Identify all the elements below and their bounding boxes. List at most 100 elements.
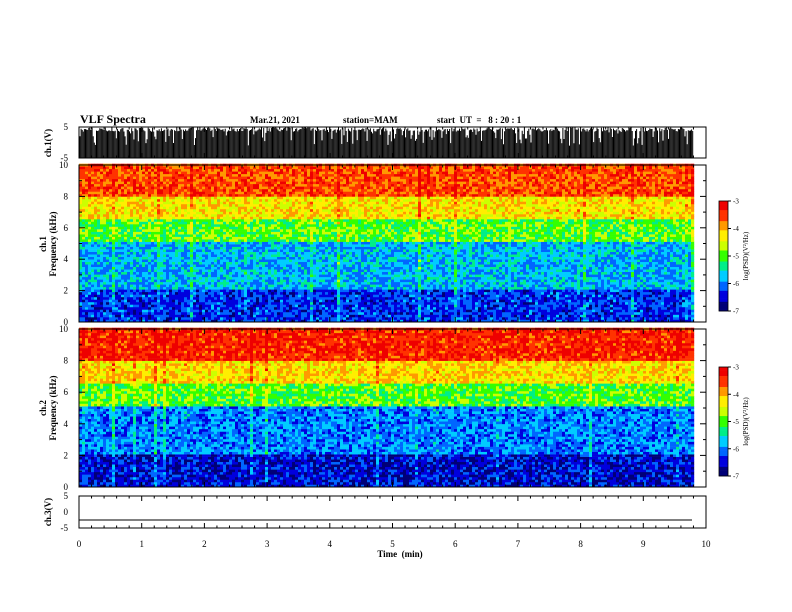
spectrogram-cell [226,178,230,182]
spectrogram-cell [85,274,89,278]
spectrogram-cell [103,317,107,320]
spectrogram-cell [289,304,293,308]
spectrogram-cell [130,306,134,310]
spectrogram-cell [154,214,158,217]
spectrogram-cell [160,206,164,210]
spectrogram-cell [163,296,167,300]
spectrogram-cell [136,244,140,247]
spectrogram-cell [124,251,128,255]
spectrogram-cell [154,198,158,202]
spectrogram-cell [88,274,92,278]
spectrogram-cell [142,176,146,180]
spectrogram-cell [199,279,203,283]
spectrogram-cell [247,319,251,323]
spectrogram-cell [241,259,245,263]
spectrogram-cell [187,216,191,220]
spectrogram-cell [157,281,161,285]
spectrogram-cell [115,279,119,283]
spectrogram-cell [187,294,191,298]
spectrogram-cell [160,256,164,260]
spectrogram-cell [109,251,113,255]
spectrogram-cell [232,274,236,278]
spectrogram-cell [229,234,233,237]
spectrogram-cell [268,236,272,240]
spectrogram-cell [262,239,266,242]
spectrogram-cell [88,264,92,268]
spectrogram-cell [172,166,176,170]
spectrogram-cell [88,173,92,177]
spectrogram-cell [148,181,152,185]
spectrogram-cell [205,286,209,290]
spectrogram-cell [184,201,188,205]
spectrogram-cell [190,206,194,210]
spectrogram-cell [223,304,227,308]
spectrogram-cell [223,264,227,268]
spectrogram-cell [154,269,158,273]
spectrogram-cell [202,234,206,237]
spectrogram-cell [139,241,143,245]
spectrogram-cell [283,261,287,265]
spectrogram-cell [208,249,212,253]
spectrogram-cell [91,276,95,280]
spectrogram-cell [85,221,89,225]
spectrogram-cell [118,181,122,185]
spectrogram-cell [244,188,248,192]
spectrogram-cell [259,181,263,185]
spectrogram-cell [160,191,164,195]
spectrogram-cell [124,312,128,315]
spectrogram-cell [280,168,284,172]
spectrogram-cell [154,193,158,197]
spectrogram-cell [115,312,119,315]
spectrogram-cell [208,166,212,170]
spectrogram-cell [277,271,281,275]
spectrogram-cell [148,281,152,285]
spectrogram-cell [247,276,251,280]
spectrogram-cell [202,193,206,197]
spectrogram-cell [202,289,206,293]
spectrogram-cell [97,284,101,288]
spectrogram-cell [142,306,146,310]
spectrogram-cell [217,306,221,310]
spectrogram-cell [214,269,218,273]
spectrogram-cell [217,211,221,215]
spectrogram-cell [106,229,110,232]
spectrogram-cell [85,286,89,290]
spectrogram-cell [157,229,161,232]
spectrogram-cell [238,289,242,293]
spectrogram-cell [190,291,194,295]
spectrogram-cell [199,296,203,300]
spectrogram-cell [256,214,260,217]
spectrogram-cell [244,241,248,245]
spectrogram-cell [196,309,200,313]
spectrogram-cell [148,214,152,217]
spectrogram-cell [151,276,155,280]
spectrogram-cell [259,219,263,222]
spectrogram-cell [88,276,92,280]
spectrogram-cell [244,289,248,293]
spectrogram-cell [79,291,83,295]
spectrogram-cell [115,271,119,275]
spectrogram-cell [82,206,86,210]
spectrogram-cell [94,266,98,270]
spectrogram-cell [247,176,251,180]
spectrogram-cell [160,294,164,298]
spectrogram-cell [244,181,248,185]
spectrogram-cell [253,301,257,305]
spectrogram-cell [145,171,149,175]
spectrogram-cell [286,171,290,175]
spectrogram-cell [100,206,104,210]
spectrogram-cell [148,261,152,265]
spectrogram-cell [106,259,110,263]
spectrogram-cell [223,201,227,205]
spectrogram-cell [226,317,230,320]
spectrogram-cell [115,244,119,247]
spectrogram-cell [202,264,206,268]
spectrogram-cell [88,259,92,263]
spectrogram-cell [280,279,284,283]
spectrogram-cell [205,294,209,298]
spectrogram-cell [139,264,143,268]
spectrogram-cell [283,214,287,217]
spectrogram-cell [268,259,272,263]
spectrogram-cell [184,166,188,170]
spectrogram-cell [121,186,125,190]
